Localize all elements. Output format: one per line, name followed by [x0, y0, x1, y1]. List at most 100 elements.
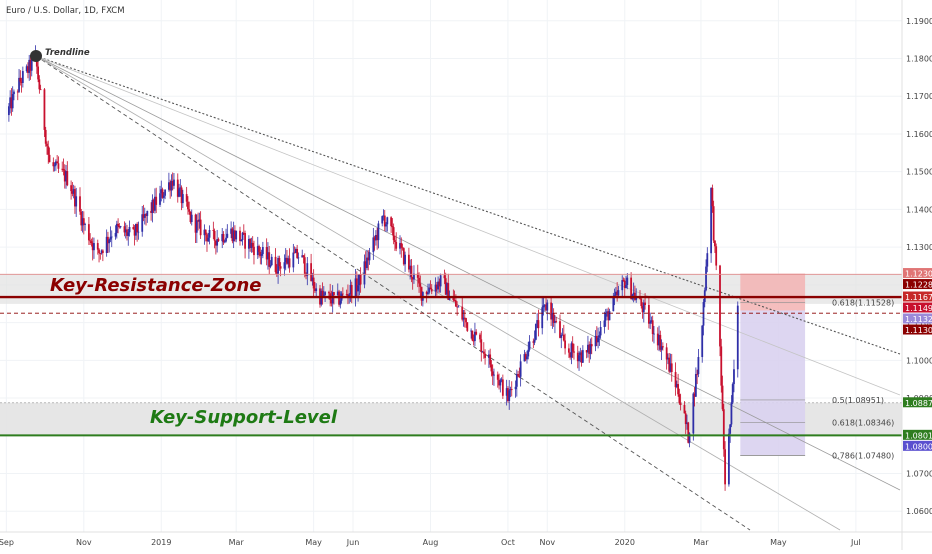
candle-body[interactable] [293, 252, 296, 254]
candle-body[interactable] [564, 340, 566, 349]
candle-body[interactable] [430, 289, 433, 292]
candle-body[interactable] [74, 189, 76, 207]
candle-body[interactable] [258, 246, 260, 252]
candle-body[interactable] [189, 211, 192, 223]
candle-body[interactable] [46, 143, 48, 147]
candle-body[interactable] [39, 89, 42, 91]
candle-body[interactable] [462, 317, 465, 320]
candle-body[interactable] [392, 227, 395, 241]
candle-body[interactable] [519, 361, 522, 377]
candle-body[interactable] [117, 223, 119, 226]
candle-body[interactable] [90, 241, 93, 244]
candle-body[interactable] [546, 302, 549, 311]
candle-body[interactable] [536, 320, 539, 324]
candle-body[interactable] [470, 330, 473, 332]
candle-body[interactable] [151, 199, 154, 214]
candle-body[interactable] [244, 233, 246, 249]
candle-body[interactable] [697, 357, 700, 375]
candle-body[interactable] [692, 393, 695, 434]
candle-body[interactable] [128, 226, 131, 233]
candle-body[interactable] [730, 402, 733, 425]
candle-body[interactable] [222, 234, 225, 243]
candle-body[interactable] [260, 254, 263, 256]
candle-body[interactable] [693, 393, 696, 397]
candle-body[interactable] [651, 320, 654, 335]
candle-body[interactable] [491, 371, 494, 376]
candle-body[interactable] [372, 237, 375, 253]
candle-body[interactable] [70, 185, 73, 192]
candle-body[interactable] [283, 262, 286, 269]
candle-body[interactable] [474, 331, 476, 341]
candle-body[interactable] [559, 321, 561, 338]
candle-body[interactable] [221, 234, 224, 242]
candle-body[interactable] [143, 214, 146, 218]
candle-body[interactable] [180, 187, 183, 204]
candle-body[interactable] [545, 304, 547, 311]
fan-line-1[interactable] [35, 55, 901, 491]
candle-body[interactable] [347, 294, 349, 297]
candle-body[interactable] [286, 257, 288, 264]
candle-body[interactable] [571, 343, 574, 352]
candle-body[interactable] [89, 240, 92, 242]
candle-body[interactable] [501, 379, 504, 396]
candle-body[interactable] [719, 265, 721, 347]
candle-body[interactable] [383, 215, 386, 227]
candle-body[interactable] [678, 394, 681, 404]
candle-body[interactable] [390, 217, 393, 227]
candle-body[interactable] [75, 196, 78, 207]
candle-body[interactable] [437, 281, 439, 290]
candle-body[interactable] [428, 287, 431, 293]
candle-body[interactable] [93, 243, 95, 251]
candle-body[interactable] [216, 239, 219, 246]
candle-body[interactable] [481, 351, 484, 353]
candle-body[interactable] [644, 302, 646, 306]
candle-body[interactable] [465, 318, 467, 323]
candle-body[interactable] [409, 265, 412, 270]
candle-body[interactable] [110, 236, 113, 238]
candle-body[interactable] [65, 171, 67, 182]
candle-body[interactable] [359, 274, 362, 285]
candle-body[interactable] [241, 232, 244, 240]
candle-body[interactable] [324, 292, 326, 295]
candle-body[interactable] [554, 321, 556, 323]
candle-body[interactable] [355, 278, 358, 292]
candle-body[interactable] [170, 180, 173, 191]
candle-body[interactable] [381, 216, 384, 224]
candle-body[interactable] [510, 389, 513, 390]
candle-body[interactable] [154, 196, 156, 211]
candle-body[interactable] [505, 388, 508, 396]
candle-body[interactable] [194, 214, 197, 233]
candle-body[interactable] [96, 243, 99, 250]
candle-body[interactable] [185, 194, 188, 202]
candle-body[interactable] [617, 290, 620, 296]
candle-body[interactable] [203, 229, 206, 236]
candle-body[interactable] [560, 334, 563, 338]
candle-body[interactable] [669, 363, 672, 372]
candle-body[interactable] [132, 226, 135, 230]
candle-body[interactable] [714, 240, 716, 247]
candle-body[interactable] [416, 273, 419, 278]
candle-body[interactable] [79, 196, 81, 212]
candle-body[interactable] [141, 214, 144, 232]
candle-body[interactable] [526, 356, 528, 360]
candle-body[interactable] [198, 219, 201, 222]
candle-body[interactable] [284, 257, 287, 263]
candle-body[interactable] [711, 187, 714, 207]
candle-body[interactable] [508, 390, 511, 402]
candle-body[interactable] [569, 352, 572, 358]
candle-body[interactable] [402, 248, 405, 265]
candle-body[interactable] [444, 278, 447, 295]
fan-line-3[interactable] [35, 55, 901, 396]
candle-body[interactable] [52, 162, 55, 167]
candle-body[interactable] [270, 256, 273, 266]
candle-body[interactable] [48, 154, 51, 163]
candle-body[interactable] [195, 220, 198, 233]
candle-body[interactable] [127, 232, 130, 236]
candle-body[interactable] [550, 302, 553, 320]
candle-body[interactable] [66, 171, 69, 186]
candle-body[interactable] [706, 253, 709, 267]
candle-body[interactable] [19, 77, 22, 82]
candle-body[interactable] [418, 277, 420, 284]
candle-body[interactable] [133, 229, 136, 236]
candle-body[interactable] [567, 348, 570, 353]
